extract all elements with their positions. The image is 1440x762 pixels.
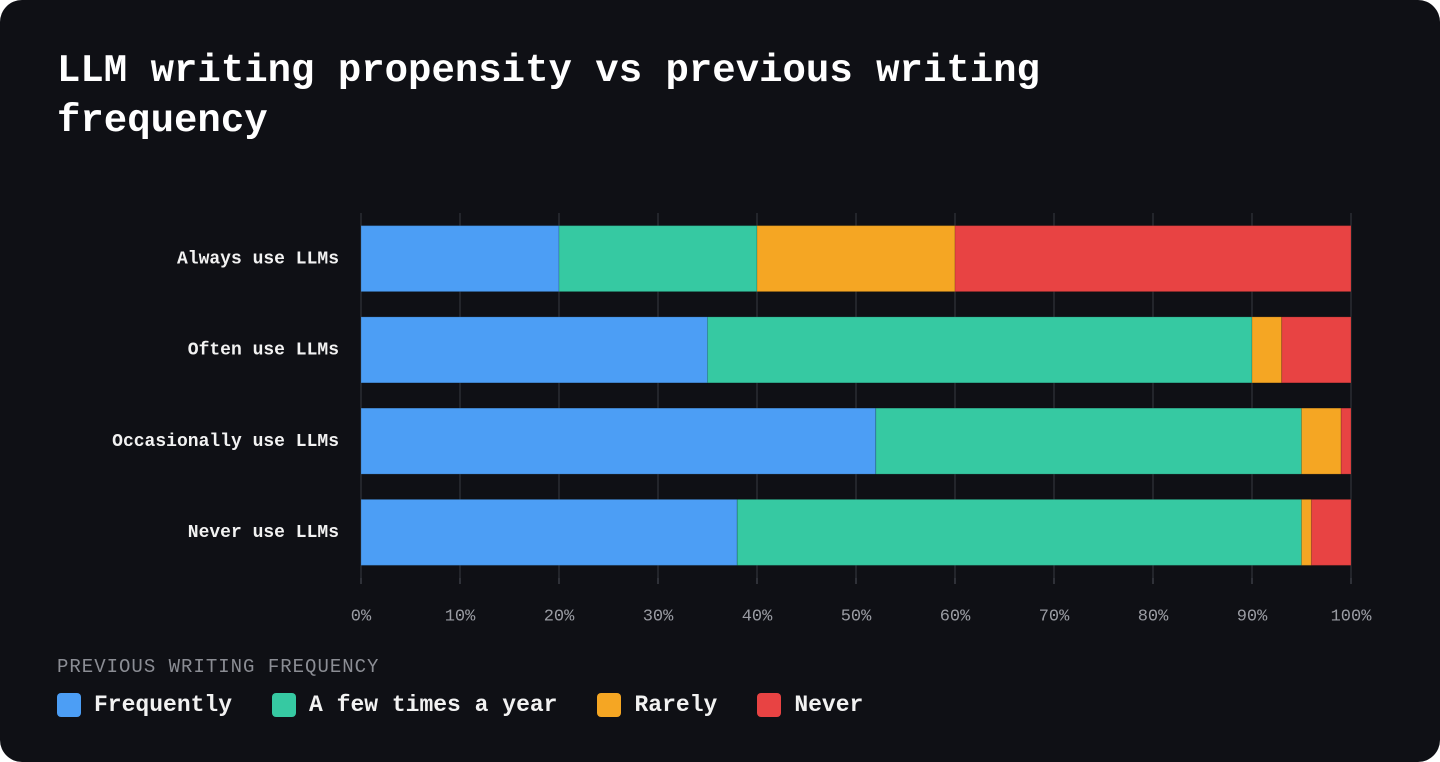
legend-item: A few times a year	[272, 692, 557, 718]
x-tick-label: 20%	[544, 607, 575, 626]
legend-label: Rarely	[634, 692, 718, 718]
bar-segment	[736, 498, 1302, 566]
x-tick-label: 50%	[841, 607, 872, 626]
bar-segment	[360, 316, 708, 384]
legend-swatch	[757, 693, 782, 717]
x-tick-label: 70%	[1039, 607, 1070, 626]
bar-segment	[707, 316, 1253, 384]
legend-swatch	[597, 693, 622, 717]
x-tick-label: 80%	[1138, 607, 1169, 626]
legend: Frequently A few times a year Rarely Never	[57, 692, 863, 718]
bar-segment	[756, 225, 956, 293]
y-tick-label: Occasionally use LLMs	[112, 432, 339, 452]
bar-segment	[875, 407, 1302, 475]
x-tick-label: 10%	[445, 607, 476, 626]
bar-segment	[954, 225, 1352, 293]
x-tick-label: 100%	[1331, 607, 1373, 626]
x-tick-label: 30%	[643, 607, 674, 626]
y-tick-label: Often use LLMs	[188, 341, 339, 361]
legend-swatch	[272, 693, 297, 717]
bar-segment	[1301, 407, 1342, 475]
chart-title: LLM writing propensity vs previous writi…	[57, 49, 1040, 143]
bar-segment	[1301, 498, 1312, 566]
bar-segment	[360, 225, 560, 293]
y-tick-label: Always use LLMs	[177, 249, 339, 269]
legend-title: PREVIOUS WRITING FREQUENCY	[57, 656, 380, 678]
chart: 0% 10% 20% 30% 40% 50% 60% 70% 80% 90% 100% Always …	[112, 213, 1373, 626]
bar-segment	[1340, 407, 1352, 475]
legend-swatch	[57, 693, 81, 717]
bar-segment	[1310, 498, 1352, 566]
bar-segment	[1251, 316, 1283, 384]
legend-item: Frequently	[57, 692, 232, 718]
x-tick-label: 0%	[351, 607, 372, 626]
x-tick-label: 60%	[940, 607, 971, 626]
x-tick-label: 90%	[1237, 607, 1268, 626]
legend-item: Never	[757, 692, 863, 718]
legend-label: Frequently	[94, 692, 233, 718]
bar-segment	[360, 498, 738, 566]
bar-segment	[360, 407, 877, 475]
x-tick-label: 40%	[742, 607, 773, 626]
bar-segment	[1281, 316, 1352, 384]
legend-label: Never	[794, 692, 864, 718]
bar-segment	[558, 225, 758, 293]
y-tick-label: Never use LLMs	[188, 523, 339, 543]
legend-label: A few times a year	[309, 692, 558, 718]
legend-item: Rarely	[597, 692, 717, 718]
